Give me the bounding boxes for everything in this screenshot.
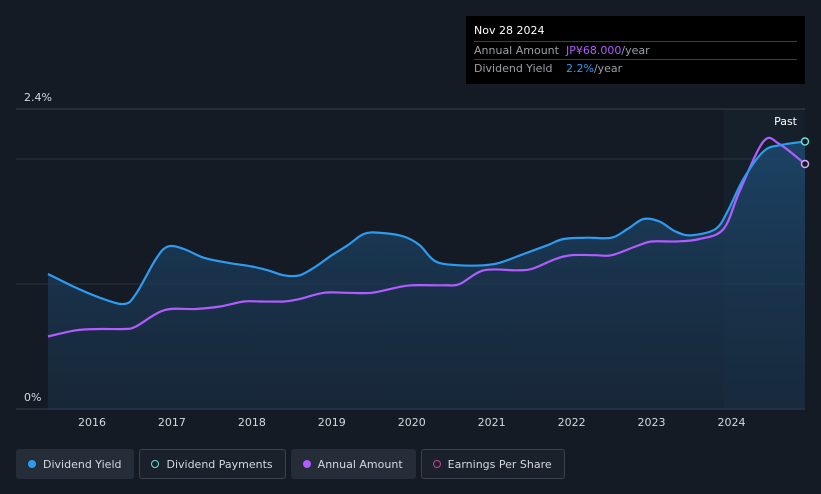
past-label: Past [774, 115, 798, 128]
dividend-yield-line [47, 140, 806, 306]
legend-label: Annual Amount [317, 457, 403, 471]
dividend-yield-area [48, 141, 805, 409]
tooltip-yield-row: Dividend Yield 2.2% /year [474, 60, 797, 77]
x-tick-label: 2017 [158, 416, 186, 429]
y-tick-label-bottom: 0% [24, 391, 41, 404]
x-tick-label: 2019 [318, 416, 346, 429]
legend-earnings-per-share[interactable]: Earnings Per Share [420, 449, 565, 479]
annual-amount-end-marker [800, 159, 810, 169]
legend-dividend-yield[interactable]: Dividend Yield [16, 449, 135, 479]
x-tick-label: 2023 [638, 416, 666, 429]
tooltip-yield-value: 2.2% [566, 62, 594, 75]
legend-dividend-payments[interactable]: Dividend Payments [139, 449, 286, 479]
legend-annual-amount[interactable]: Annual Amount [290, 449, 416, 479]
x-tick-label: 2018 [238, 416, 266, 429]
dividend-yield-dot-icon [28, 460, 36, 468]
legend-label: Dividend Yield [43, 457, 122, 471]
y-tick-label-top: 2.4% [24, 91, 52, 104]
x-tick-label: 2020 [398, 416, 426, 429]
earnings-per-share-circle-icon [432, 460, 441, 468]
tooltip-annual-value: JP¥68.000 [566, 44, 622, 57]
x-tick-label: 2024 [717, 416, 745, 429]
legend: Dividend Yield Dividend Payments Annual … [16, 449, 565, 479]
legend-label: Earnings Per Share [447, 457, 552, 471]
legend-label: Dividend Payments [166, 457, 273, 471]
x-tick-label: 2022 [558, 416, 586, 429]
tooltip-annual-label: Annual Amount [474, 44, 559, 57]
tooltip-date: Nov 28 2024 [474, 23, 797, 42]
x-tick-label: 2021 [478, 416, 506, 429]
tooltip: Nov 28 2024 Annual Amount JP¥68.000 /yea… [466, 16, 805, 84]
tooltip-yield-unit: /year [593, 62, 623, 75]
annual-amount-line [47, 136, 806, 338]
dividend-yield-end-marker [800, 137, 810, 146]
x-tick-label: 2016 [78, 416, 106, 429]
dividend-payments-circle-icon [151, 460, 160, 468]
annual-amount-dot-icon [302, 460, 311, 468]
tooltip-annual-unit: /year [621, 44, 650, 57]
tooltip-annual-row: Annual Amount JP¥68.000 /year [474, 42, 797, 60]
tooltip-yield-label: Dividend Yield [474, 62, 553, 75]
